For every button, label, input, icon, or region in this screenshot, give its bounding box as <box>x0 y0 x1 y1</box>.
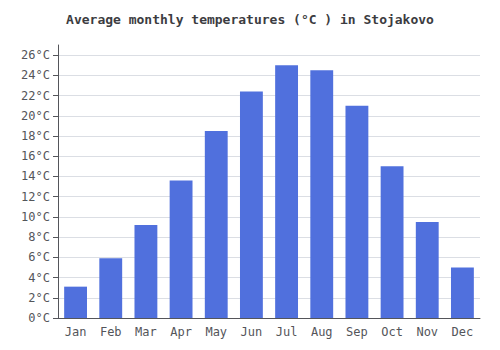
svg-text:26°C: 26°C <box>21 48 50 62</box>
svg-text:0°C: 0°C <box>28 311 50 325</box>
svg-text:22°C: 22°C <box>21 89 50 103</box>
svg-text:12°C: 12°C <box>21 190 50 204</box>
svg-text:Jul: Jul <box>276 325 298 339</box>
svg-text:14°C: 14°C <box>21 169 50 183</box>
svg-text:Average monthly temperatures (: Average monthly temperatures (°C ) in St… <box>66 12 434 27</box>
svg-text:Mar: Mar <box>135 325 157 339</box>
svg-text:Apr: Apr <box>170 325 192 339</box>
svg-text:20°C: 20°C <box>21 109 50 123</box>
svg-text:16°C: 16°C <box>21 149 50 163</box>
svg-text:24°C: 24°C <box>21 68 50 82</box>
svg-text:4°C: 4°C <box>28 271 50 285</box>
svg-text:Jan: Jan <box>65 325 87 339</box>
svg-text:10°C: 10°C <box>21 210 50 224</box>
svg-text:Aug: Aug <box>311 325 333 339</box>
svg-text:2°C: 2°C <box>28 291 50 305</box>
svg-text:Oct: Oct <box>381 325 403 339</box>
svg-text:8°C: 8°C <box>28 230 50 244</box>
svg-text:Jun: Jun <box>241 325 263 339</box>
svg-text:May: May <box>205 325 227 339</box>
svg-text:Dec: Dec <box>452 325 474 339</box>
svg-text:Feb: Feb <box>100 325 122 339</box>
svg-text:18°C: 18°C <box>21 129 50 143</box>
svg-text:Nov: Nov <box>416 325 438 339</box>
svg-text:Sep: Sep <box>346 325 368 339</box>
svg-text:6°C: 6°C <box>28 250 50 264</box>
